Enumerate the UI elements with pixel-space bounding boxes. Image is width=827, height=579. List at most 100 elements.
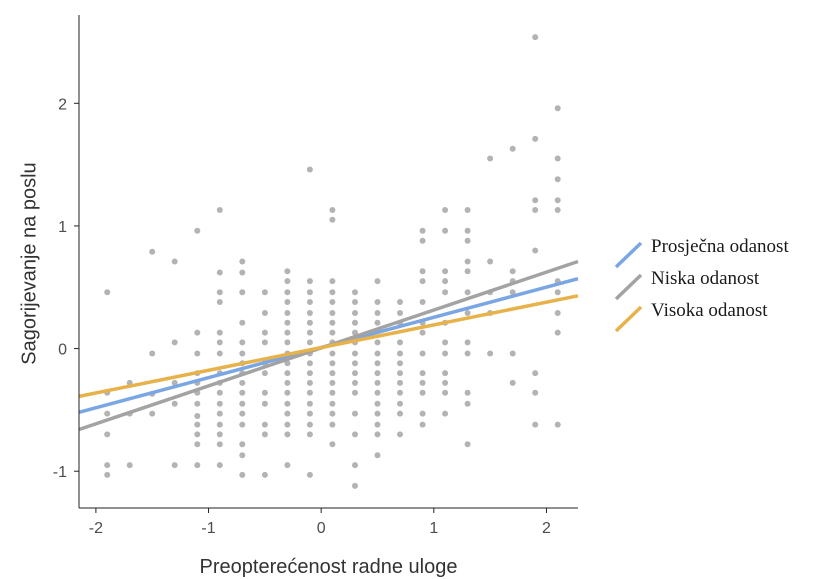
scatter-point — [419, 227, 426, 234]
scatter-point — [284, 462, 291, 469]
scatter-point — [261, 289, 268, 296]
regression-lines — [78, 259, 579, 432]
scatter-point — [374, 319, 381, 326]
scatter-point — [329, 350, 336, 357]
scatter-point — [239, 258, 246, 265]
scatter-point — [329, 299, 336, 305]
scatter-point — [374, 370, 381, 377]
scatter-point — [284, 370, 291, 377]
scatter-point — [194, 441, 201, 448]
scatter-point — [419, 350, 426, 357]
scatter-point — [306, 370, 313, 377]
scatter-point — [284, 268, 291, 275]
scatter-point — [329, 310, 336, 316]
scatter-point — [149, 410, 156, 417]
scatter-point — [194, 227, 201, 234]
scatter-point — [261, 421, 268, 428]
scatter-point — [329, 319, 336, 326]
y-tick-label: 0 — [58, 342, 67, 359]
scatter-point — [239, 319, 246, 326]
scatter-point — [306, 471, 313, 478]
scatter-point — [216, 441, 223, 448]
scatter-point — [104, 462, 111, 469]
scatter-point — [261, 471, 268, 478]
scatter-point — [397, 299, 403, 305]
scatter-point — [509, 379, 516, 386]
scatter-point — [532, 389, 539, 396]
scatter-point — [306, 431, 313, 438]
scatter-point — [442, 289, 449, 296]
scatter-point — [464, 310, 471, 316]
scatter-point — [216, 269, 223, 276]
scatter-point — [239, 410, 246, 417]
scatter-point — [397, 400, 403, 407]
scatter-point — [239, 452, 246, 459]
scatter-point — [464, 237, 471, 244]
scatter-point — [261, 329, 268, 336]
scatter-point — [171, 379, 178, 386]
x-axis-title: Preopterećenost radne uloge — [200, 556, 458, 578]
scatter-point — [509, 289, 516, 296]
scatter-point — [442, 268, 449, 275]
scatter-point — [442, 410, 449, 417]
scatter-point — [239, 389, 246, 396]
scatter-point — [284, 278, 291, 285]
regression-line — [78, 294, 579, 399]
scatter-point — [284, 329, 291, 336]
scatter-point — [216, 289, 223, 296]
scatter-point — [194, 421, 201, 428]
scatter-point — [509, 145, 516, 152]
axis-ticks: -2 -1 0 1 2 -1 0 1 2 — [53, 96, 551, 537]
scatter-point — [284, 299, 291, 305]
scatter-point — [261, 400, 268, 407]
scatter-point — [442, 278, 449, 285]
y-tick-label: 1 — [58, 219, 67, 236]
scatter-point — [126, 462, 133, 469]
scatter-point — [464, 289, 471, 296]
scatter-point — [442, 379, 449, 386]
scatter-point — [554, 105, 561, 112]
scatter-point — [329, 400, 336, 407]
scatter-point — [216, 462, 223, 469]
scatter-point — [306, 400, 313, 407]
scatter-point — [554, 197, 561, 204]
scatter-point — [306, 310, 313, 316]
scatter-point — [216, 299, 223, 305]
scatter-point — [554, 176, 561, 183]
scatter-point — [374, 379, 381, 386]
scatter-point — [464, 227, 471, 234]
scatter-point — [442, 350, 449, 357]
scatter-point — [261, 310, 268, 316]
scatter-point — [104, 289, 111, 296]
scatter-point — [306, 278, 313, 285]
scatter-point — [329, 289, 336, 296]
legend-label: Visoka odanost — [651, 300, 768, 321]
scatter-point — [554, 310, 561, 316]
scatter-point — [397, 310, 403, 316]
scatter-point — [419, 268, 426, 275]
scatter-point — [442, 339, 449, 346]
scatter-point — [487, 258, 494, 265]
scatter-point — [239, 471, 246, 478]
scatter-point — [216, 207, 223, 213]
scatter-point — [216, 339, 223, 346]
legend-label: Prosječna odanost — [651, 236, 789, 257]
scatter-point — [352, 299, 358, 305]
x-tick-label: -1 — [201, 520, 215, 537]
scatter-point — [261, 431, 268, 438]
scatter-point — [194, 462, 201, 469]
scatter-point — [284, 379, 291, 386]
scatter-point — [329, 389, 336, 396]
scatter-point — [239, 289, 246, 296]
scatter-point — [419, 389, 426, 396]
scatter-point — [509, 350, 516, 357]
scatter-point — [194, 350, 201, 357]
scatter-point — [261, 339, 268, 346]
scatter-point — [284, 389, 291, 396]
scatter-point — [397, 431, 403, 438]
scatter-point — [442, 227, 449, 234]
scatter-point — [284, 421, 291, 428]
scatter-point — [374, 299, 381, 305]
scatter-point — [216, 329, 223, 336]
legend-label: Niska odanost — [651, 268, 760, 289]
